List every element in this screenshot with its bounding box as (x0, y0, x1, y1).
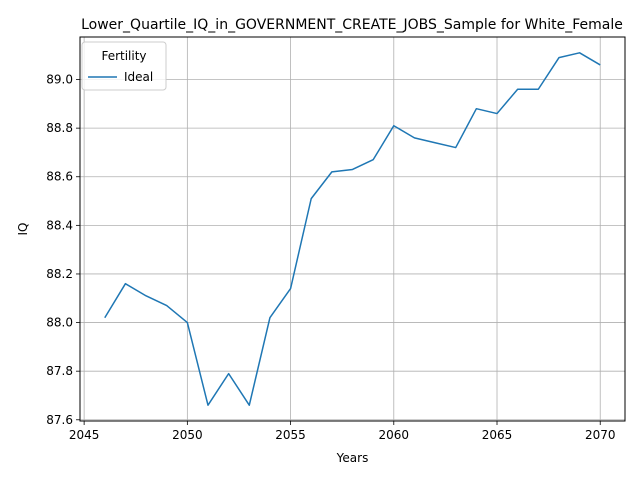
data-point (310, 198, 312, 200)
y-tick-label: 89.0 (46, 73, 73, 87)
data-point (475, 108, 477, 110)
data-point (228, 373, 230, 375)
legend-label: Ideal (124, 70, 153, 84)
data-point (434, 142, 436, 144)
data-point (290, 288, 292, 290)
data-point (537, 88, 539, 90)
y-tick-label: 88.2 (46, 267, 73, 281)
legend-title: Fertility (101, 49, 146, 63)
data-point (558, 57, 560, 59)
data-point (145, 295, 147, 297)
data-point (166, 305, 168, 307)
x-tick-label: 2055 (275, 428, 306, 442)
data-point (372, 159, 374, 161)
x-tick-label: 2045 (69, 428, 100, 442)
data-point (207, 404, 209, 406)
data-point (455, 147, 457, 149)
data-point (331, 171, 333, 173)
y-axis-label: IQ (16, 223, 30, 236)
x-axis-label: Years (336, 451, 369, 465)
y-tick-label: 88.8 (46, 121, 73, 135)
x-tick-label: 2065 (482, 428, 513, 442)
y-tick-label: 88.6 (46, 170, 73, 184)
series-layer (104, 52, 601, 406)
series-line (104, 52, 601, 406)
y-tick-label: 87.6 (46, 413, 73, 427)
legend-box (81, 41, 167, 91)
data-point (186, 322, 188, 324)
grid (80, 37, 625, 421)
chart-title: Lower_Quartile_IQ_in_GOVERNMENT_CREATE_J… (81, 17, 623, 33)
plot-frame (79, 36, 626, 422)
x-tick-label: 2070 (585, 428, 616, 442)
axis-ticks: 2045 2050 2055 2060 2065 2070 87.6 87.8 88.0 88.2… (46, 73, 615, 442)
data-point (579, 52, 581, 54)
data-point (599, 64, 601, 66)
data-point (413, 137, 415, 139)
y-tick-label: 88.0 (46, 316, 73, 330)
y-tick-label: 87.8 (46, 364, 73, 378)
x-tick-label: 2060 (379, 428, 410, 442)
y-tick-label: 88.4 (46, 218, 73, 232)
data-point (517, 88, 519, 90)
data-point (124, 283, 126, 285)
legend: Fertility Ideal (81, 41, 167, 91)
data-point (352, 168, 354, 170)
data-point (104, 317, 106, 319)
data-point (248, 404, 250, 406)
data-point (496, 113, 498, 115)
data-point (393, 125, 395, 127)
data-point (269, 317, 271, 319)
x-tick-label: 2050 (172, 428, 203, 442)
